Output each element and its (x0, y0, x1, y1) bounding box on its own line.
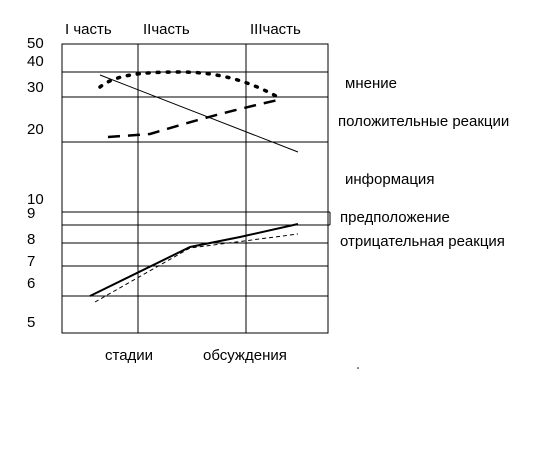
y-label: 40 (27, 53, 44, 70)
series-label: информация (345, 171, 434, 188)
y-label: 30 (27, 79, 44, 96)
y-label: 9 (27, 205, 35, 222)
plot-frame (61, 43, 329, 334)
series-label: предположение (340, 209, 450, 226)
series-label: мнение (345, 75, 397, 92)
series-label: положительные реакции (338, 113, 509, 130)
x-label: стадии (105, 347, 153, 364)
part-label: IIIчасть (250, 21, 301, 38)
grid (61, 43, 331, 334)
y-label: 5 (27, 314, 35, 331)
opinion-curve (98, 70, 278, 98)
dot (357, 367, 359, 369)
y-label: 7 (27, 253, 35, 270)
x-label: обсуждения (203, 347, 287, 364)
y-label: 6 (27, 275, 35, 292)
positive-curve (107, 98, 279, 139)
series-label: отрицательная реакция (340, 233, 505, 250)
part-label: I часть (65, 21, 112, 38)
assumption-line (89, 223, 299, 297)
y-label: 8 (27, 231, 35, 248)
information-line (99, 74, 299, 153)
y-label: 20 (27, 121, 44, 138)
y-label: 10 (27, 191, 44, 208)
y-label: 50 (27, 35, 44, 52)
negative-line (94, 233, 299, 303)
part-label: IIчасть (143, 21, 190, 38)
